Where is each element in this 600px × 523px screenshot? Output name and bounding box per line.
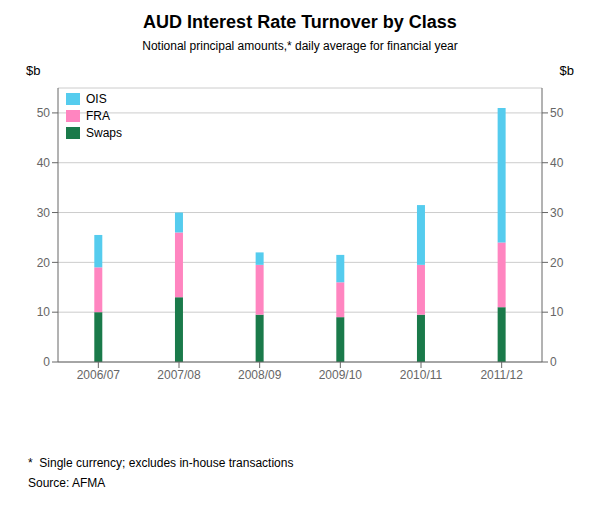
svg-text:20: 20 bbox=[37, 256, 51, 270]
svg-text:30: 30 bbox=[550, 206, 564, 220]
svg-text:50: 50 bbox=[550, 106, 564, 120]
svg-text:2006/07: 2006/07 bbox=[77, 368, 121, 382]
html-text:Swaps: Swaps bbox=[86, 126, 122, 140]
html-text:AUD Interest Rate Turnover by: AUD Interest Rate Turnover by Class bbox=[143, 12, 457, 32]
svg-text:10: 10 bbox=[550, 305, 564, 319]
svg-text:2008/09: 2008/09 bbox=[238, 368, 282, 382]
svg-text:10: 10 bbox=[37, 305, 51, 319]
html-text:* Single currency; excludes in: * Single currency; excludes in-house tra… bbox=[28, 456, 294, 470]
svg-text:0: 0 bbox=[550, 355, 557, 369]
svg-text:40: 40 bbox=[37, 156, 51, 170]
svg-text:2009/10: 2009/10 bbox=[319, 368, 363, 382]
html-text:FRA: FRA bbox=[86, 109, 110, 123]
html-text:OIS: OIS bbox=[86, 92, 107, 106]
html-text:$b: $b bbox=[26, 63, 41, 78]
svg-text:0: 0 bbox=[43, 355, 50, 369]
svg-text:30: 30 bbox=[37, 206, 51, 220]
svg-text:50: 50 bbox=[37, 106, 51, 120]
html-text:Source: AFMA: Source: AFMA bbox=[28, 476, 106, 490]
html-text:Notional principal amounts,* d: Notional principal amounts,* daily avera… bbox=[142, 39, 458, 53]
svg-text:2011/12: 2011/12 bbox=[480, 368, 523, 382]
svg-text:2010/11: 2010/11 bbox=[400, 368, 443, 382]
svg-text:40: 40 bbox=[550, 156, 564, 170]
svg-text:20: 20 bbox=[550, 256, 564, 270]
html-text:$b: $b bbox=[559, 63, 574, 78]
svg-text:2007/08: 2007/08 bbox=[157, 368, 201, 382]
